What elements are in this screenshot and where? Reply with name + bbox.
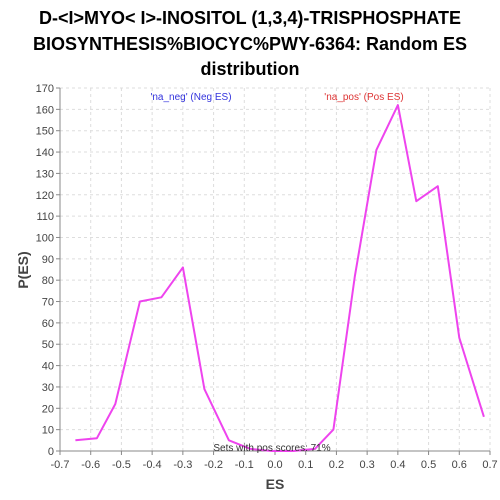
y-axis-label: P(ES) [15,251,31,288]
y-tick-label: 80 [42,275,54,287]
chart-title-line-3: distribution [201,59,300,79]
y-tick-label: 100 [36,232,54,244]
y-tick-label: 130 [36,168,54,180]
y-tick-label: 50 [42,339,54,351]
x-tick-label: 0.2 [329,459,344,471]
chart-title-line-2: BIOSYNTHESIS%BIOCYC%PWY-6364: Random ES [33,34,467,54]
axes: -0.7 -0.6 -0.5 -0.4 -0.3 -0.2 -0.1 0.0 0.1 0.2 0.3… [36,83,498,471]
grid [59,87,491,452]
x-tick-label: 0.7 [482,459,497,471]
y-tick-label: 30 [42,382,54,394]
x-tick-label: -0.7 [51,459,70,471]
y-tick-label: 40 [42,361,54,373]
y-tick-label: 70 [42,297,54,309]
x-tick-label: 0.1 [298,459,313,471]
x-tick-label: 0.3 [359,459,374,471]
x-tick-label: 0.5 [421,459,436,471]
y-tick-label: 20 [42,403,54,415]
y-tick-label: 110 [36,211,54,223]
x-tick-label: -0.6 [81,459,100,471]
y-tick-label: 160 [36,104,54,116]
x-tick-label: -0.2 [204,459,223,471]
y-tick-label: 120 [36,190,54,202]
x-tick-label: 0.0 [267,459,282,471]
x-axis-label: ES [266,476,285,492]
x-tick-label: 0.4 [390,459,405,471]
pos-scores-note: Sets with pos scores: 71% [213,443,330,454]
x-tick-label: -0.3 [173,459,192,471]
chart-title-line-1: D-<I>MYO< I>-INOSITOL (1,3,4)-TRISPHOSPH… [39,8,461,28]
series-line [75,104,485,452]
y-tick-label: 0 [48,446,54,458]
x-tick-label: -0.1 [235,459,254,471]
x-tick-label: -0.5 [112,459,131,471]
series-layer [75,104,485,452]
y-tick-label: 90 [42,254,54,266]
x-tick-label: 0.6 [452,459,467,471]
y-tick-label: 140 [36,147,54,159]
x-tick-label: -0.4 [143,459,162,471]
y-tick-label: 10 [42,425,54,437]
neg-es-label: 'na_neg' (Neg ES) [150,92,231,103]
y-tick-label: 60 [42,318,54,330]
pos-es-label: 'na_pos' (Pos ES) [324,92,403,103]
y-tick-label: 170 [36,83,54,95]
y-tick-label: 150 [36,126,54,138]
